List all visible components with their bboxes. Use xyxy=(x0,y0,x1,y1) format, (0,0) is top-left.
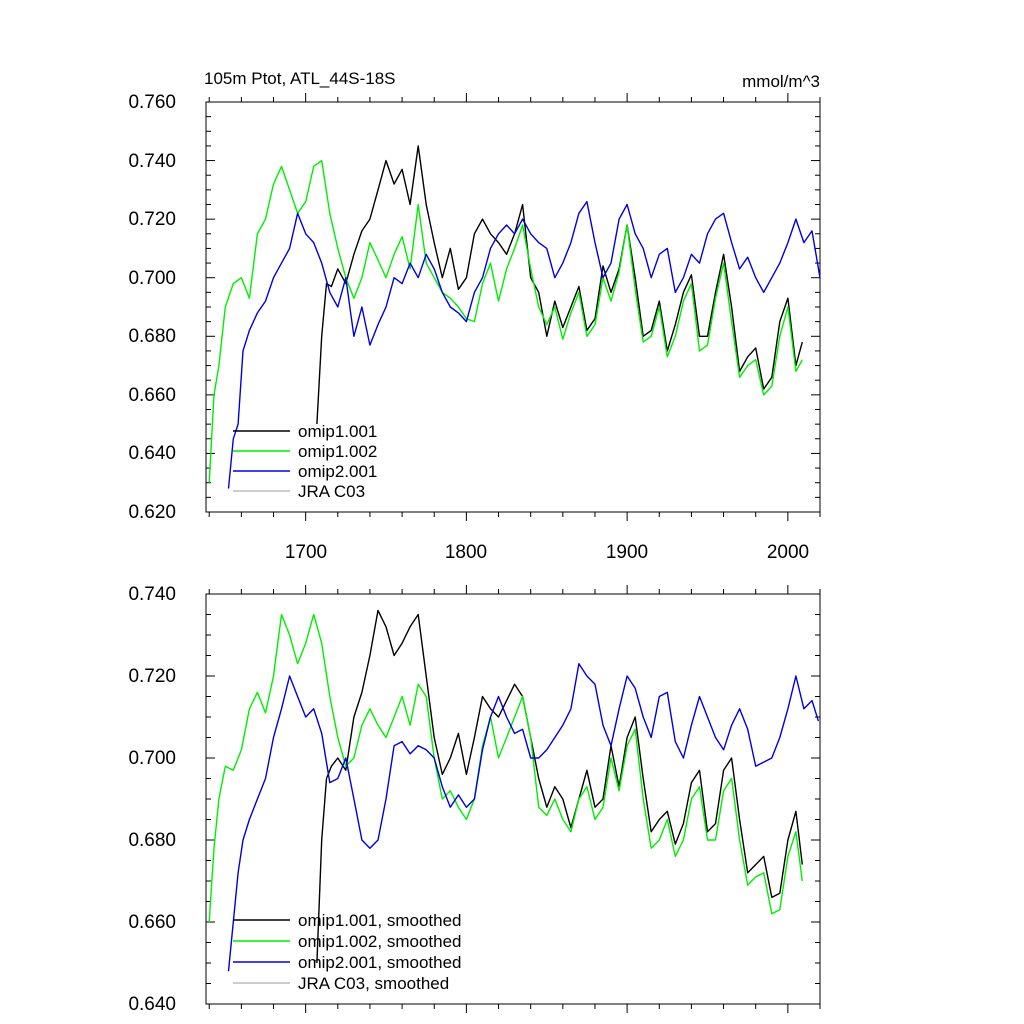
top-y-tick-label: 0.680 xyxy=(128,326,176,347)
bottom-tick-marks xyxy=(206,585,821,1013)
series-line-omip1-002-smoothed xyxy=(208,613,803,923)
series-line-omip2-001 xyxy=(227,200,821,489)
series-line-omip1-001 xyxy=(316,145,803,425)
top-legend: omip1.001 omip1.002 omip2.001 JRA C03 xyxy=(233,422,377,501)
legend-label: omip2.001, smoothed xyxy=(298,953,462,972)
legend-label: omip1.002, smoothed xyxy=(298,932,462,951)
top-panel: 105m Ptot, ATL_44S-18S mmol/m^3 0.620 0.… xyxy=(128,69,821,563)
top-series-group xyxy=(208,145,821,489)
series-line-omip2-001-smoothed xyxy=(227,663,820,972)
top-x-tick-labels: 1700 1800 1900 2000 xyxy=(285,542,809,563)
top-y-tick-label: 0.660 xyxy=(128,385,176,406)
bottom-legend: omip1.001, smoothed omip1.002, smoothed … xyxy=(233,911,462,993)
top-x-tick-label: 1700 xyxy=(285,542,327,563)
series-line-omip1-002 xyxy=(208,159,803,483)
top-y-tick-label: 0.740 xyxy=(128,151,176,172)
top-units: mmol/m^3 xyxy=(742,72,820,91)
legend-label: omip1.001, smoothed xyxy=(298,911,462,930)
top-y-tick-label: 0.720 xyxy=(128,209,176,230)
top-x-tick-label: 2000 xyxy=(767,542,809,563)
top-tick-marks xyxy=(206,93,821,521)
bottom-y-tick-labels: 0.640 0.660 0.680 0.700 0.720 0.740 xyxy=(128,584,176,1015)
top-y-tick-label: 0.640 xyxy=(128,443,176,464)
bottom-y-tick-label: 0.720 xyxy=(128,666,176,687)
legend-label: omip1.001 xyxy=(298,422,377,441)
legend-label: JRA C03 xyxy=(298,482,365,501)
top-y-tick-label: 0.760 xyxy=(128,92,176,113)
top-y-tick-label: 0.700 xyxy=(128,268,176,289)
bottom-y-tick-label: 0.700 xyxy=(128,748,176,769)
bottom-panel: 0.640 0.660 0.680 0.700 0.720 0.740 omip… xyxy=(128,584,821,1015)
bottom-series-group xyxy=(208,609,820,972)
top-x-tick-label: 1900 xyxy=(606,542,648,563)
bottom-y-tick-label: 0.660 xyxy=(128,912,176,933)
bottom-y-tick-label: 0.740 xyxy=(128,584,176,605)
legend-label: omip1.002 xyxy=(298,442,377,461)
top-title: 105m Ptot, ATL_44S-18S xyxy=(204,69,396,88)
top-y-tick-label: 0.620 xyxy=(128,502,176,523)
bottom-y-tick-label: 0.640 xyxy=(128,994,176,1015)
legend-label: omip2.001 xyxy=(298,462,377,481)
bottom-y-tick-label: 0.680 xyxy=(128,830,176,851)
legend-label: JRA C03, smoothed xyxy=(298,974,449,993)
series-line-omip1-001-smoothed xyxy=(316,609,803,964)
top-x-tick-label: 1800 xyxy=(445,542,487,563)
top-y-tick-labels: 0.620 0.640 0.660 0.680 0.700 0.720 0.74… xyxy=(128,92,176,523)
